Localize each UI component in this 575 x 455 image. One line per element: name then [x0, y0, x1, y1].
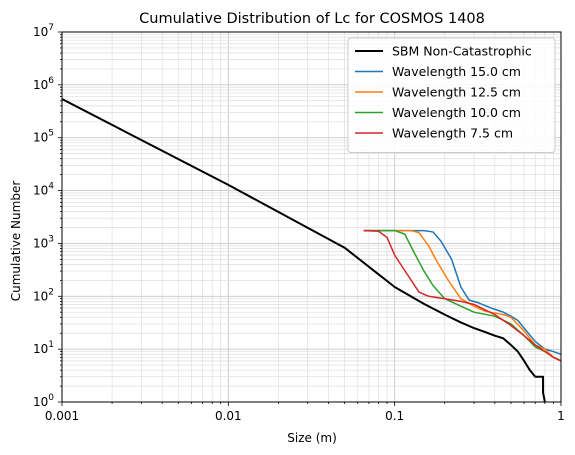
series-line-1 [363, 229, 561, 355]
y-axis-label: Cumulative Number [9, 181, 23, 302]
y-tick-label: 106 [33, 76, 54, 92]
y-tick-label: 100 [33, 393, 54, 409]
y-axis: 100 101 102 103 104 105 106 107 [33, 23, 62, 409]
y-tick-label: 101 [33, 340, 54, 356]
x-tick-label: 1 [557, 409, 565, 423]
series-lines [62, 98, 561, 402]
y-tick-label: 102 [33, 287, 54, 303]
y-tick-label: 107 [33, 23, 54, 39]
series-line-0 [62, 98, 546, 402]
legend: SBM Non-Catastrophic Wavelength 15.0 cm Wa… [347, 37, 556, 153]
x-tick-label: 0.001 [45, 409, 79, 423]
legend-label: Wavelength 7.5 cm [392, 126, 513, 141]
y-tick-label: 104 [33, 182, 54, 198]
x-axis: 0.001 0.01 0.1 1 [45, 402, 565, 423]
legend-box [347, 37, 556, 153]
series-line-4 [363, 229, 561, 362]
x-axis-label: Size (m) [287, 431, 337, 445]
y-tick-label: 105 [33, 129, 54, 145]
legend-label: Wavelength 10.0 cm [392, 105, 521, 120]
legend-label: Wavelength 15.0 cm [392, 64, 521, 79]
x-tick-label: 0.01 [215, 409, 242, 423]
plot-series-group [62, 98, 561, 402]
legend-label: SBM Non-Catastrophic [392, 44, 532, 59]
plot-frame [61, 31, 562, 403]
y-tick-label: 103 [33, 234, 54, 250]
chart-title: Cumulative Distribution of Lc for COSMOS… [139, 11, 485, 27]
series-line-2 [363, 229, 561, 362]
series-line-3 [363, 229, 561, 362]
x-tick-label: 0.1 [385, 409, 404, 423]
legend-label: Wavelength 12.5 cm [392, 85, 521, 100]
